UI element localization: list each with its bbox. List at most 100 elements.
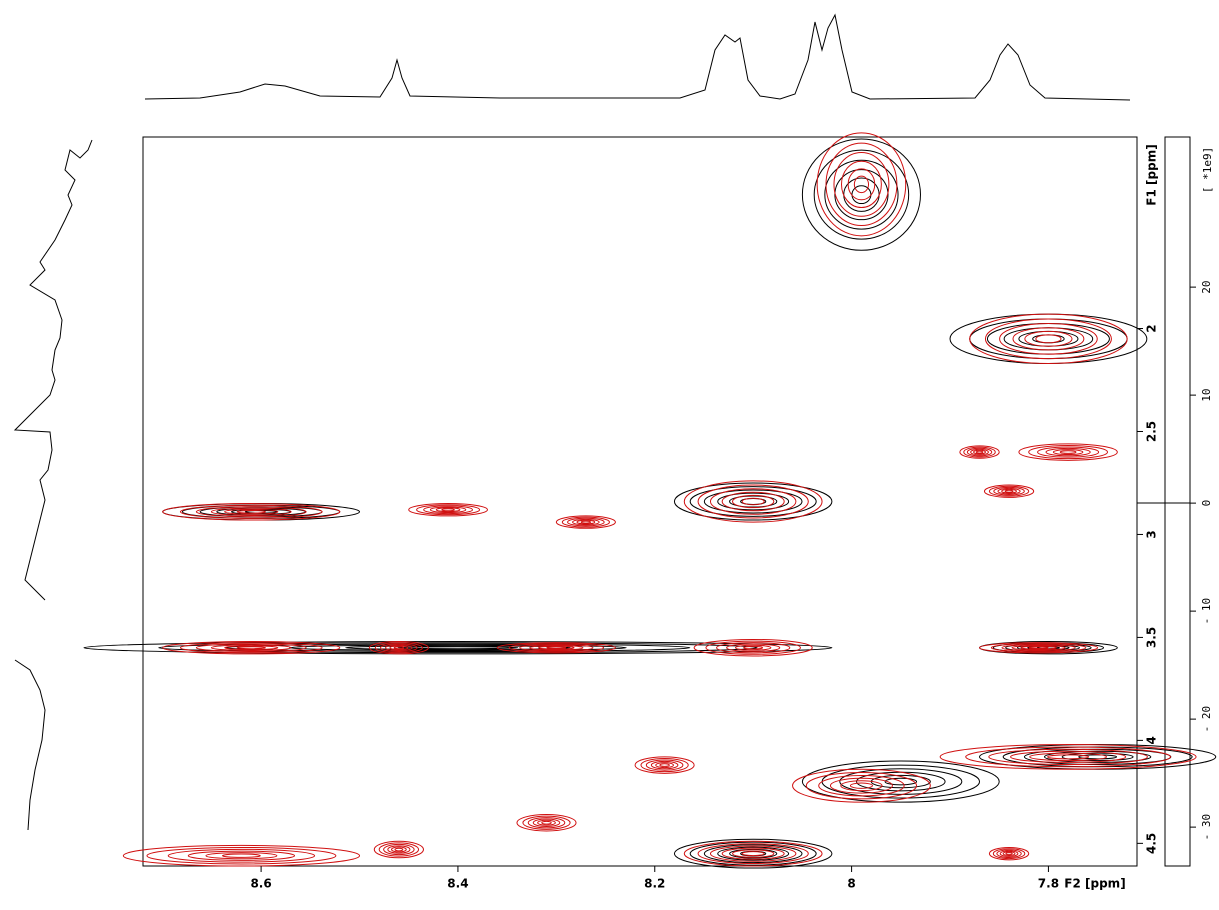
contour	[721, 491, 785, 512]
contour	[792, 768, 931, 803]
contour	[368, 641, 429, 655]
contour	[580, 520, 592, 524]
contour	[158, 642, 758, 654]
contour	[973, 449, 986, 455]
contour	[1020, 645, 1057, 650]
contour	[519, 644, 594, 652]
contour	[970, 448, 989, 456]
contour	[824, 159, 899, 230]
contour	[743, 645, 764, 650]
contour	[984, 318, 1112, 360]
contour	[988, 846, 1030, 861]
contour	[689, 841, 817, 866]
contour	[393, 646, 405, 650]
y2-tick-label: - 10	[1200, 598, 1213, 625]
contour	[697, 843, 809, 865]
contour	[225, 643, 691, 653]
x-tick-label: 8	[847, 877, 855, 891]
contour	[988, 748, 1148, 766]
contour	[705, 640, 801, 655]
contour	[709, 845, 797, 862]
contour	[205, 852, 278, 860]
y2-tick-label: 10	[1200, 388, 1213, 401]
contour	[385, 644, 413, 651]
contour	[537, 819, 556, 826]
contour	[729, 848, 778, 859]
y-tick-label: 3	[1145, 530, 1159, 538]
contour	[435, 507, 461, 513]
y2-tick-label: 20	[1200, 280, 1213, 293]
contour	[829, 777, 893, 794]
contour	[975, 450, 984, 454]
contour	[236, 509, 266, 514]
x-axis-title: F2 [ppm]	[1064, 877, 1125, 891]
contour	[567, 517, 605, 527]
contour	[508, 643, 605, 653]
x-tick-label: 8.4	[447, 877, 468, 891]
contour	[966, 447, 993, 457]
y2-axis-title: [ *1e9]	[1201, 147, 1214, 193]
f2-projection	[144, 13, 1131, 101]
contour	[999, 850, 1019, 857]
contour	[378, 842, 420, 857]
contour	[839, 768, 963, 795]
x-tick-label: 8.2	[644, 877, 665, 891]
contour	[555, 515, 616, 529]
contour	[210, 507, 292, 517]
contour	[716, 642, 791, 654]
contour	[683, 480, 823, 523]
contour	[187, 850, 296, 861]
contour	[236, 646, 266, 650]
contour	[983, 484, 1035, 498]
contour	[650, 760, 679, 770]
contour	[1012, 327, 1085, 351]
contour	[391, 846, 407, 853]
y-tick-label: 4	[1145, 736, 1159, 744]
contour	[383, 843, 415, 856]
contour	[1010, 750, 1127, 763]
contour	[373, 840, 424, 859]
contour	[693, 638, 813, 657]
contour	[993, 486, 1025, 496]
contour	[1037, 446, 1100, 458]
contour	[541, 820, 552, 825]
contour	[988, 485, 1030, 497]
contour	[397, 646, 519, 650]
contour	[734, 644, 772, 651]
contour	[741, 497, 765, 506]
contour	[546, 646, 567, 650]
contour	[496, 642, 616, 654]
contour	[179, 642, 323, 654]
contour	[1011, 644, 1066, 651]
contour	[179, 504, 323, 519]
contour	[1001, 488, 1017, 494]
intensity-scale	[1164, 136, 1191, 867]
contour	[516, 814, 577, 832]
f1-projection	[13, 139, 93, 831]
contour	[801, 760, 1000, 803]
contour	[538, 645, 575, 650]
contour	[640, 758, 689, 773]
contour	[1043, 750, 1152, 763]
contour	[732, 494, 775, 509]
contour	[847, 168, 876, 201]
contour	[840, 780, 883, 792]
contour	[1032, 334, 1065, 344]
contour	[532, 818, 561, 827]
contour	[673, 482, 833, 521]
contour	[1002, 851, 1016, 856]
contour	[721, 847, 785, 860]
contour	[999, 322, 1098, 355]
contour	[816, 132, 907, 237]
contour	[709, 488, 797, 515]
contour	[841, 160, 882, 209]
contour	[210, 644, 292, 651]
contour	[561, 516, 610, 528]
contour	[224, 508, 279, 515]
contour	[997, 487, 1021, 495]
contour	[703, 489, 803, 514]
contour	[1004, 489, 1014, 493]
contour	[380, 643, 418, 653]
contour	[990, 643, 1087, 653]
